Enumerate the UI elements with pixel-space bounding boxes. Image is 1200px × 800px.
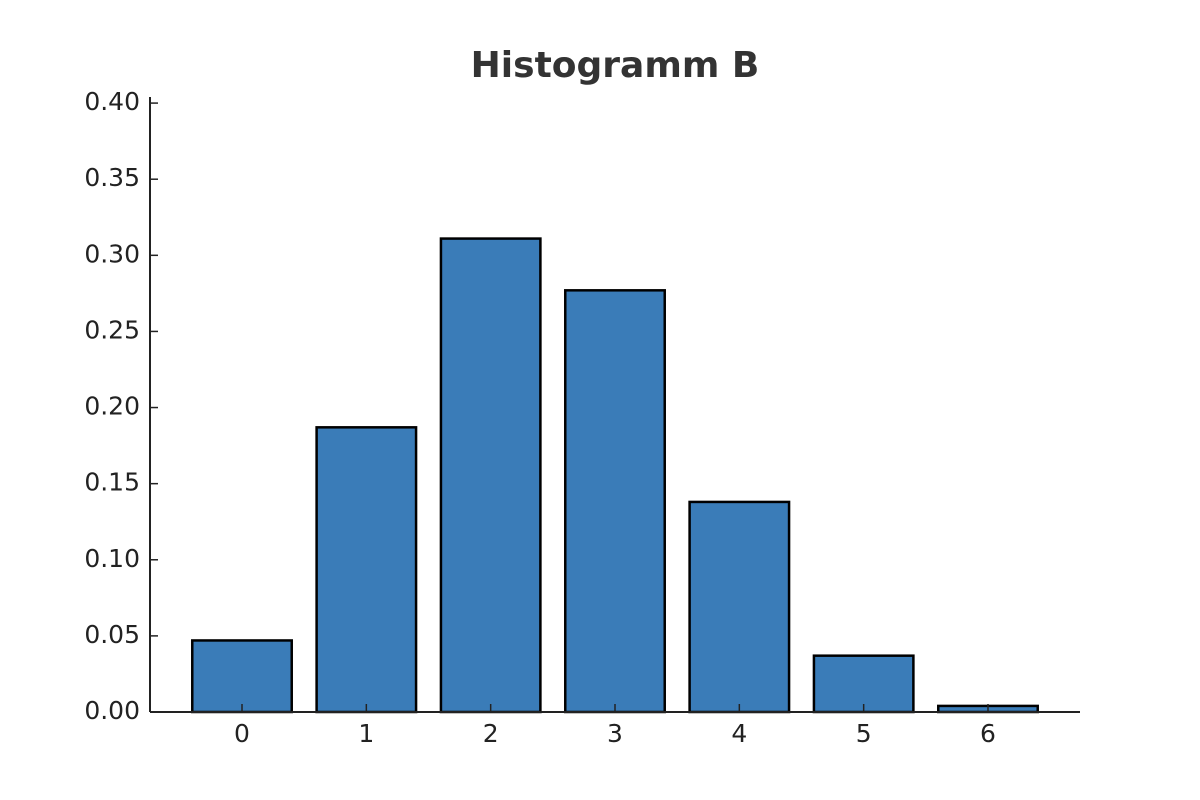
y-tick-label: 0.20 [84,392,140,421]
x-tick-label: 5 [856,719,872,748]
x-tick-label: 6 [980,719,996,748]
y-tick-label: 0.40 [84,87,140,116]
y-tick-label: 0.15 [84,468,140,497]
bar [812,654,915,714]
bar [191,639,293,714]
bar [564,289,666,714]
x-tick-label: 2 [483,719,499,748]
x-tick-label: 4 [731,719,747,748]
chart-title: Histogramm B [471,45,760,86]
y-tick-label: 0.00 [84,696,140,725]
x-tick-label: 3 [607,719,623,748]
y-tick-label: 0.10 [84,544,140,573]
y-tick-label: 0.25 [84,315,140,344]
y-tick-label: 0.05 [84,620,140,649]
x-tick-label: 1 [358,719,374,748]
x-tick-label: 0 [234,719,250,748]
bar [688,500,791,714]
bar [315,426,418,714]
y-tick-label: 0.35 [84,163,140,192]
bar [439,237,542,714]
y-tick-label: 0.30 [84,239,140,268]
